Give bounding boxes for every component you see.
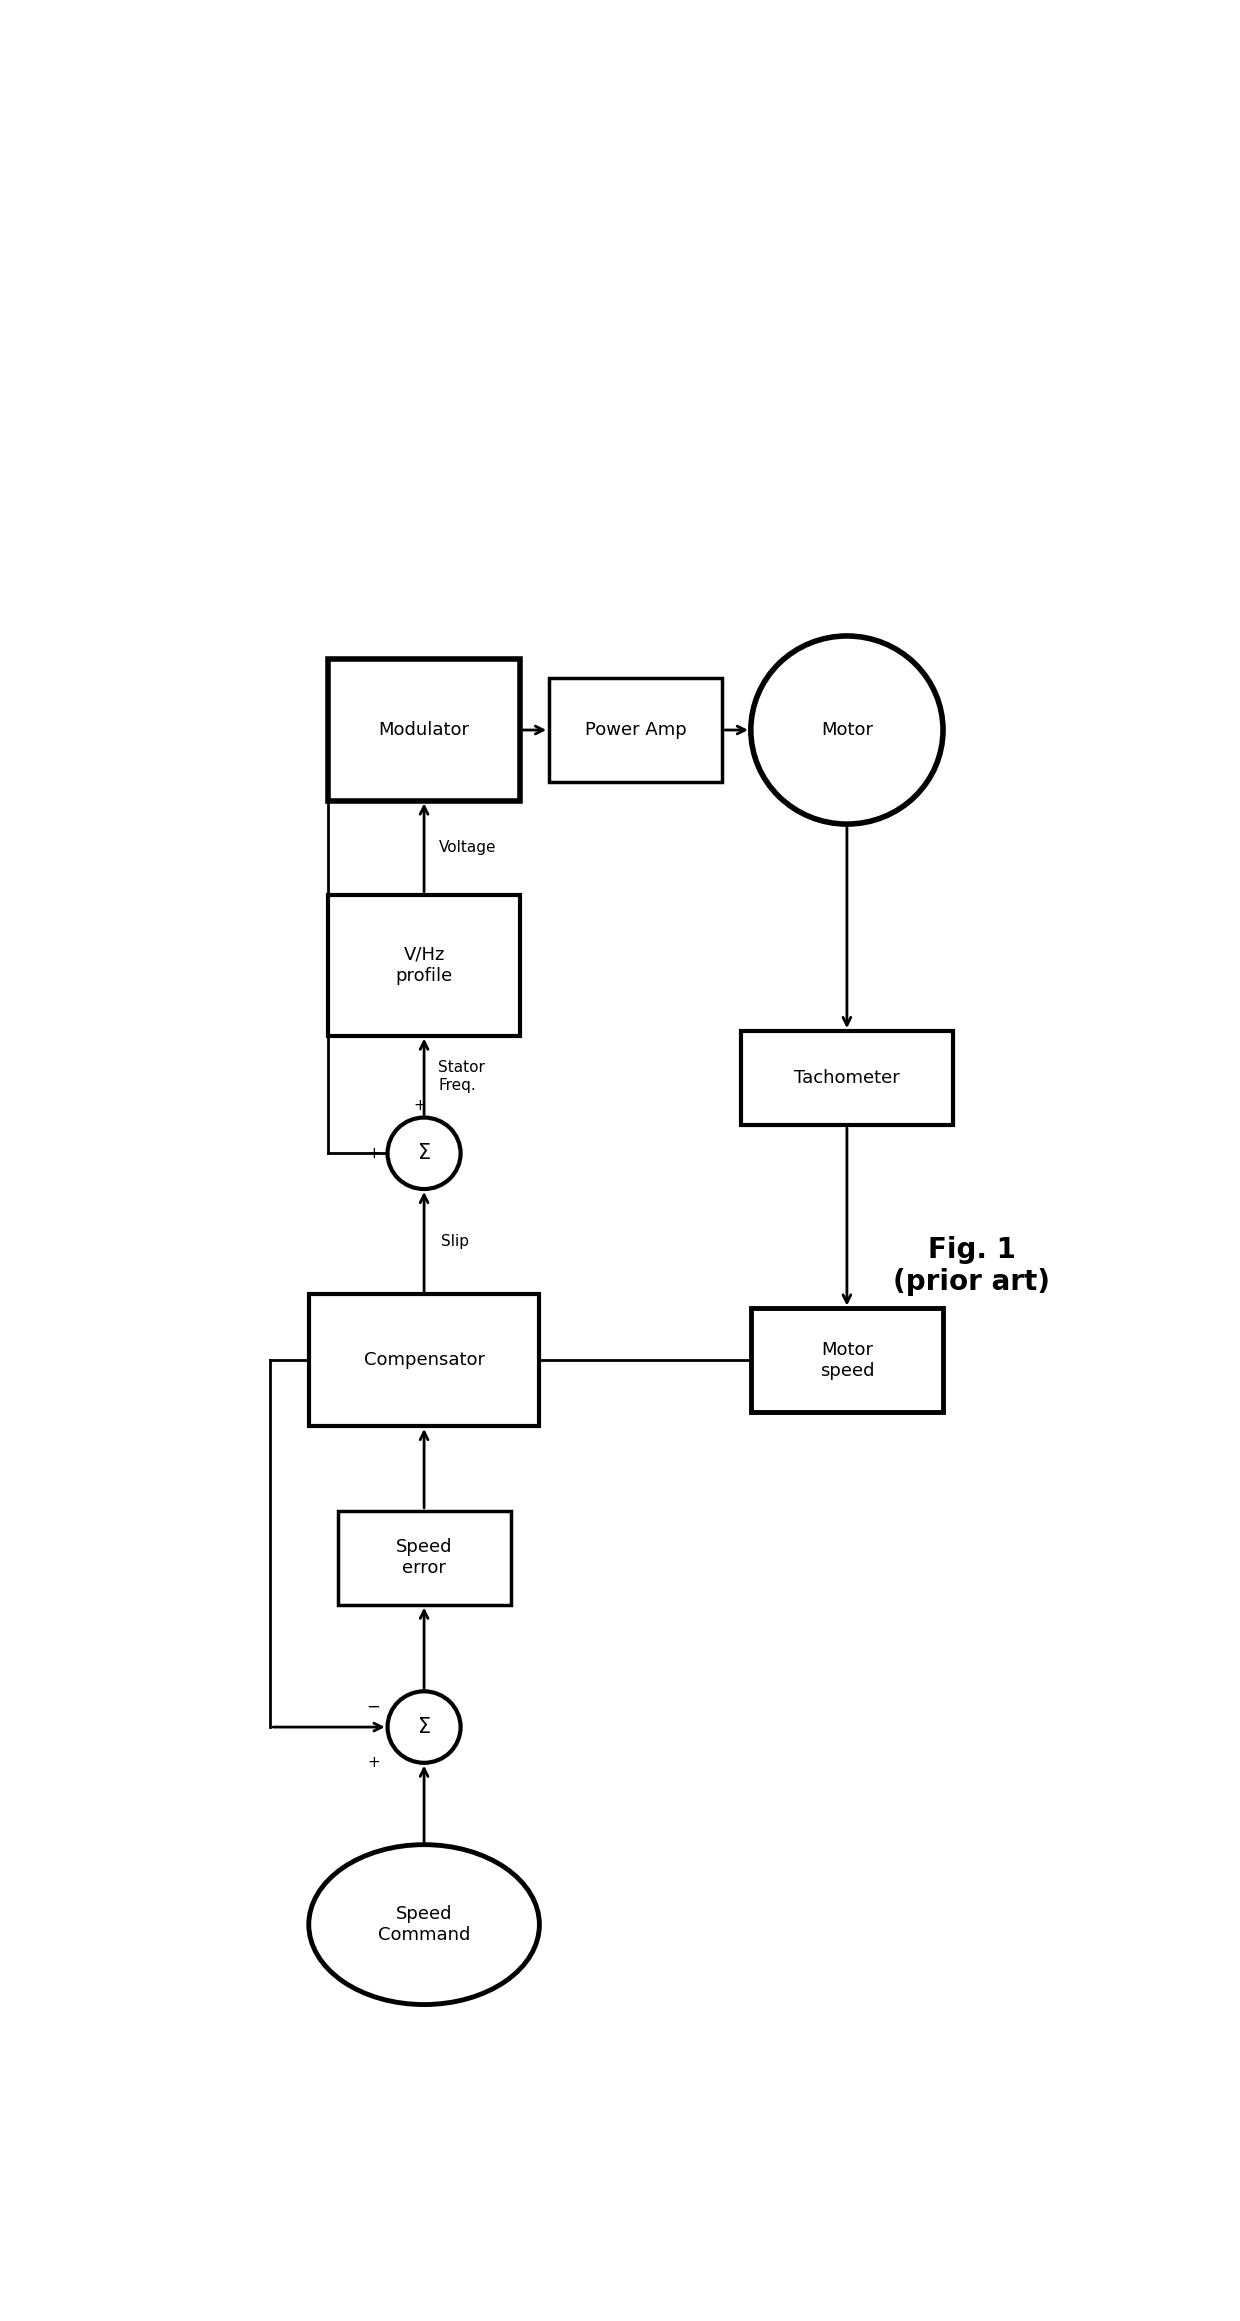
Bar <box>309 1295 539 1425</box>
Text: Stator
Freq.: Stator Freq. <box>439 1061 485 1093</box>
Text: +: + <box>413 1098 425 1112</box>
Bar <box>549 678 722 782</box>
Circle shape <box>388 1116 460 1188</box>
Ellipse shape <box>309 1845 539 2005</box>
Text: Speed
error: Speed error <box>396 1539 453 1578</box>
Ellipse shape <box>751 636 944 824</box>
Bar <box>742 1031 952 1126</box>
Bar <box>327 659 521 801</box>
Text: Σ: Σ <box>418 1144 430 1163</box>
Text: Σ: Σ <box>418 1718 430 1736</box>
Bar <box>751 1309 942 1411</box>
Circle shape <box>388 1692 460 1764</box>
Text: Power Amp: Power Amp <box>584 722 687 738</box>
Text: Speed
Command: Speed Command <box>378 1906 470 1945</box>
Text: +: + <box>367 1147 379 1160</box>
Text: Tachometer: Tachometer <box>794 1070 900 1086</box>
Text: Compensator: Compensator <box>363 1351 485 1369</box>
Text: Modulator: Modulator <box>378 722 470 738</box>
Text: V/Hz
profile: V/Hz profile <box>396 945 453 984</box>
Bar <box>337 1511 511 1604</box>
Text: Slip: Slip <box>441 1235 470 1249</box>
Text: Motor: Motor <box>821 722 873 738</box>
Bar <box>327 894 521 1035</box>
Text: Motor
speed: Motor speed <box>820 1342 874 1379</box>
Text: +: + <box>367 1755 379 1771</box>
Text: Voltage: Voltage <box>439 840 496 854</box>
Text: Fig. 1
(prior art): Fig. 1 (prior art) <box>893 1237 1050 1297</box>
Text: −: − <box>366 1697 379 1715</box>
